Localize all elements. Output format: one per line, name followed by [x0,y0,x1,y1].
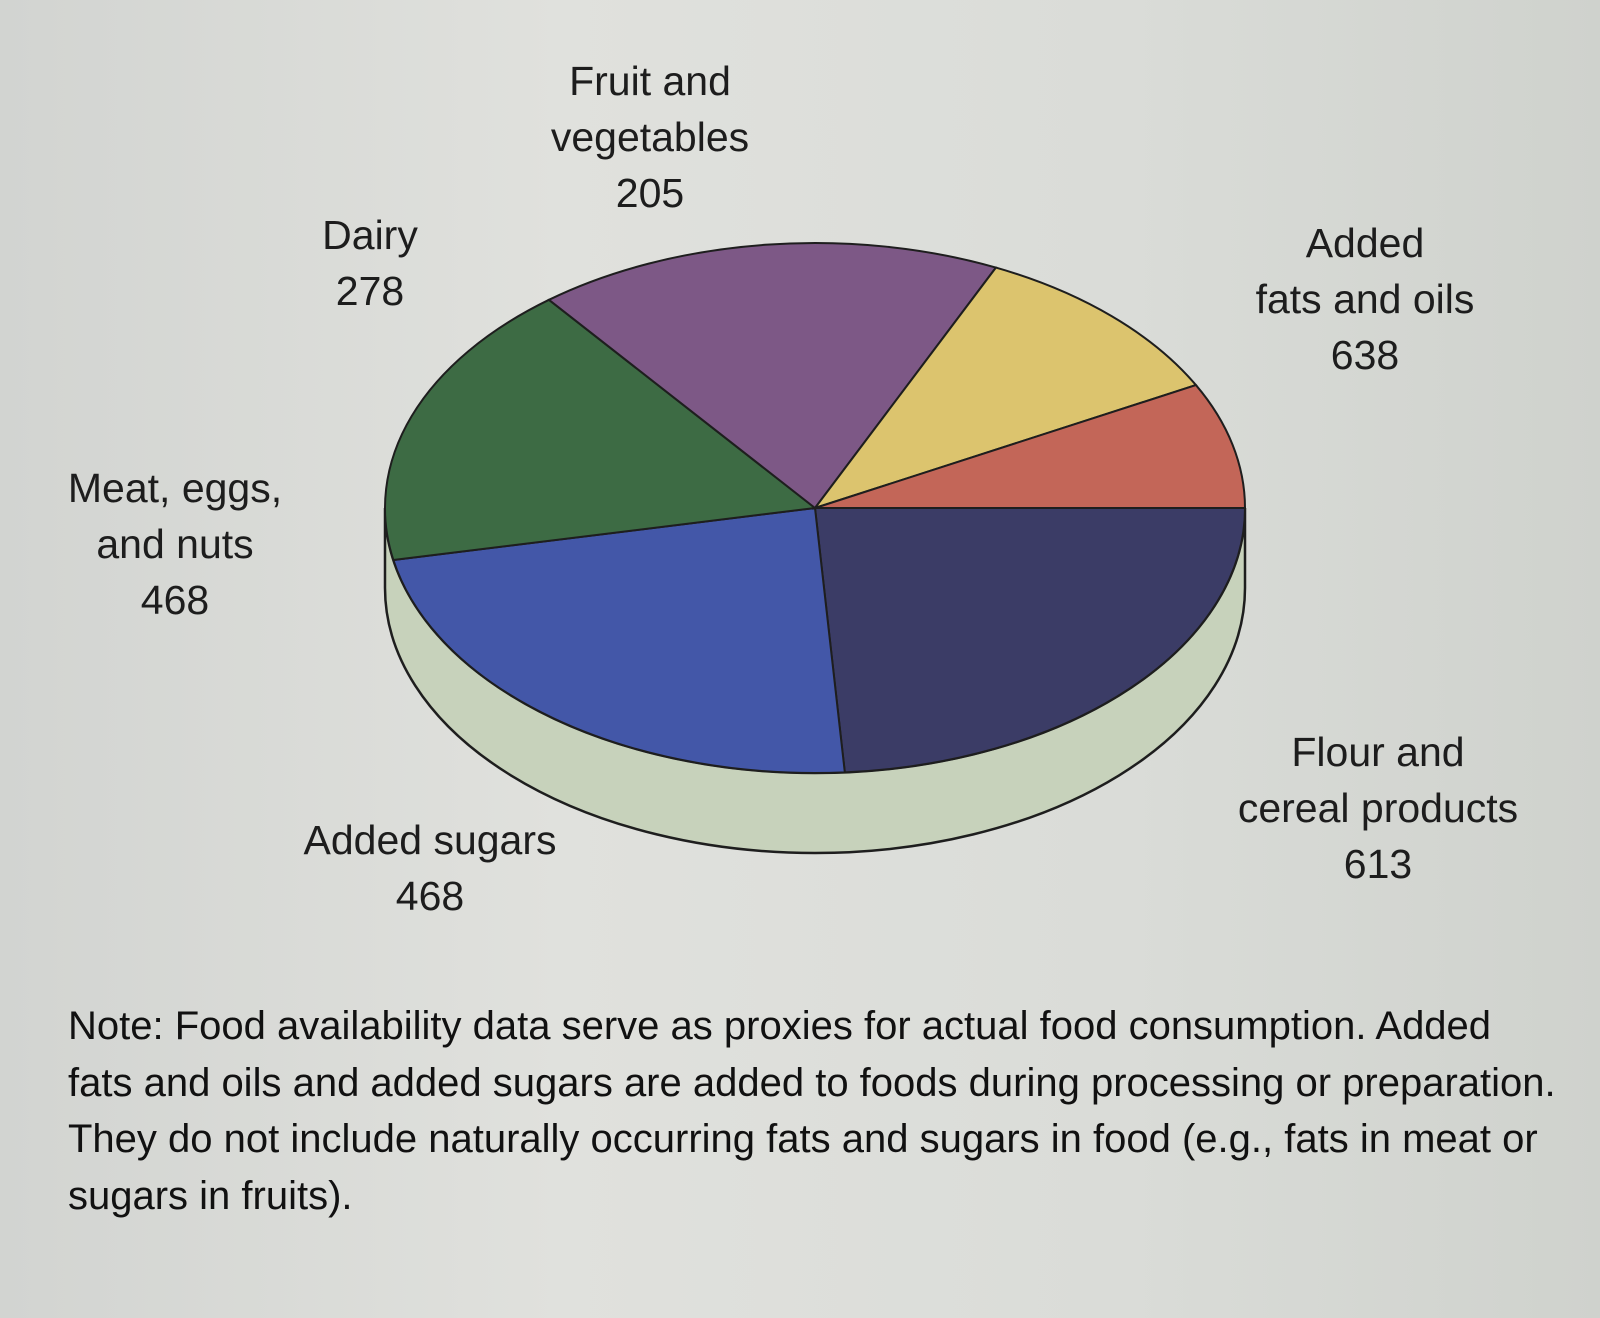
slice-value: 278 [335,268,405,314]
slice-label-text: Meat, eggs, [67,465,283,511]
slice-label-flour-and-cereal-products: Flour and cereal products 613 [1238,724,1518,892]
slice-label-text: Flour and [1291,729,1465,775]
pie-slice-added-sugars [384,298,818,562]
slice-label-meat-eggs-and-nuts: Meat, eggs, and nuts 468 [68,460,282,628]
slice-label-text: Added [1305,220,1425,266]
slice-value: 468 [140,577,210,623]
slice-value: 468 [395,873,465,919]
pie-slice-added-fats-and-oils [813,507,1247,774]
slice-label-added-sugars: Added sugars 468 [303,812,556,924]
slice-label-text: vegetables [550,114,750,160]
pie-slice-meat-eggs-and-nuts [547,242,998,510]
slice-label-text: Dairy [322,212,418,258]
slice-label-text: and nuts [96,521,254,567]
pie-slice-fruit-and-vegetables [814,383,1247,509]
chart-note: Note: Food availability data serve as pr… [68,1004,1556,1218]
slice-label-dairy: Dairy 278 [322,207,418,319]
slice-label-text: Fruit and [569,58,731,104]
slice-label-text: fats and oils [1255,276,1475,322]
slice-value: 613 [1343,841,1413,887]
pie-slice-flour-and-cereal-products [392,506,846,774]
slice-value: 205 [615,170,685,216]
slice-label-fruit-and-vegetables: Fruit and vegetables 205 [551,53,749,221]
slice-label-text: cereal products [1237,785,1519,831]
slice-label-text: Added sugars [303,817,557,863]
slice-label-added-fats-and-oils: Added fats and oils 638 [1256,215,1475,383]
slice-value: 638 [1330,332,1400,378]
pie-slice-dairy [812,266,1198,510]
